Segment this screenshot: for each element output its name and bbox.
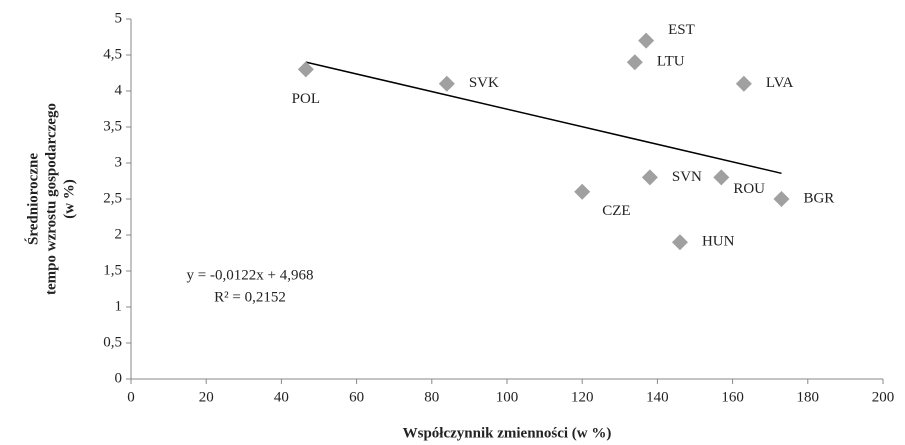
point-label: SVK	[469, 75, 499, 91]
y-axis-title: (w %)	[61, 179, 77, 219]
point	[713, 169, 730, 186]
point-label: HUN	[702, 234, 735, 250]
trend-line	[305, 61, 782, 175]
point	[438, 75, 455, 92]
equation: y = -0,0122x + 4,968	[187, 267, 314, 283]
r-squared: R² = 0,2152	[214, 289, 286, 305]
y-tick-label: 4,5	[103, 46, 122, 62]
y-tick-label: 3	[115, 154, 123, 170]
x-tick-label: 200	[872, 389, 895, 405]
x-tick-label: 160	[721, 389, 744, 405]
y-tick-label: 1,5	[103, 262, 122, 278]
y-tick-label: 3,5	[103, 118, 122, 134]
y-axis-title: tempo wzrostu gospodarczego	[43, 103, 59, 295]
x-tick-label: 60	[349, 389, 364, 405]
point	[638, 32, 655, 49]
point	[297, 61, 314, 78]
y-axis-title: Średnioroczne	[24, 153, 41, 245]
x-tick-label: 0	[127, 389, 135, 405]
x-tick-label: 80	[424, 389, 439, 405]
point	[773, 191, 790, 207]
point-label: LVA	[766, 75, 794, 91]
x-tick-label: 120	[571, 389, 594, 405]
point	[735, 75, 752, 92]
point	[626, 54, 643, 71]
point-label: SVN	[672, 169, 702, 185]
point-label: CZE	[602, 203, 630, 219]
x-tick-label: 100	[496, 389, 519, 405]
x-axis-title: Współczynnik zmienności (w %)	[403, 425, 612, 441]
point	[641, 169, 658, 186]
point	[574, 183, 591, 200]
y-tick-label: 2	[115, 226, 123, 242]
x-tick-label: 140	[646, 389, 669, 405]
x-tick-label: 40	[274, 389, 289, 405]
y-tick-label: 2,5	[103, 190, 122, 206]
x-tick-label: 20	[199, 389, 214, 405]
y-tick-label: 0,5	[103, 334, 122, 350]
point	[671, 234, 688, 251]
point-label: BGR	[803, 190, 834, 206]
point-label: POL	[292, 91, 320, 107]
y-tick-label: 0	[115, 370, 123, 386]
x-tick-label: 180	[797, 389, 820, 405]
y-tick-label: 5	[115, 10, 123, 26]
point-label: LTU	[657, 54, 685, 70]
y-tick-label: 4	[115, 82, 123, 98]
y-tick-label: 1	[115, 298, 123, 314]
point-label: ROU	[733, 181, 765, 197]
point-label: EST	[668, 22, 695, 38]
